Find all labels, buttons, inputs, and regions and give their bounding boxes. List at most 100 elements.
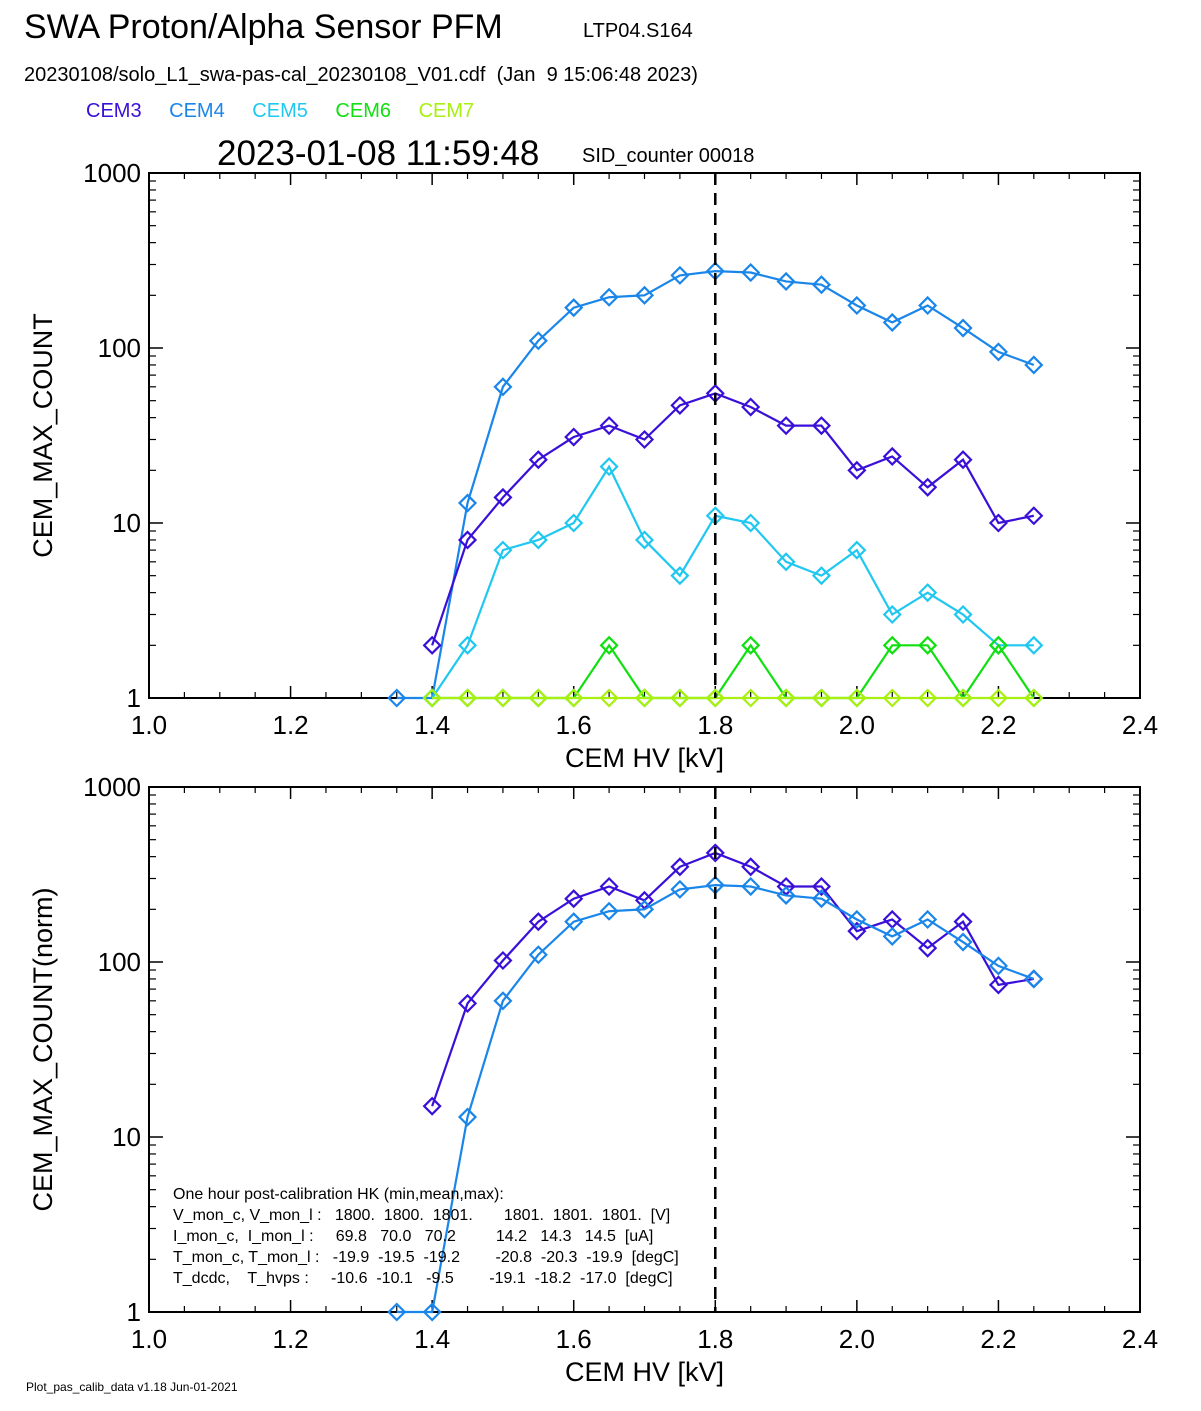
plot1-data-point-cem5 bbox=[811, 566, 832, 586]
source-file-label: 20230108/solo_L1_swa-pas-cal_20230108_V0… bbox=[24, 64, 698, 86]
plot1-series-line-cem6 bbox=[432, 643, 1035, 700]
plot1-data-point-cem5 bbox=[953, 604, 973, 625]
plot1-data-point-cem7 bbox=[457, 688, 478, 708]
plot2-data-point-cem4 bbox=[776, 885, 796, 906]
plot1-data-point-cem4 bbox=[882, 312, 902, 332]
plot1-data-point-cem7 bbox=[918, 688, 938, 708]
plot2-x-tick-label: 1.0 bbox=[131, 1324, 167, 1354]
plot1-data-point-cem3 bbox=[634, 429, 655, 450]
run-tag: LTP04.S164 bbox=[583, 20, 693, 42]
plot1-data-point-cem3 bbox=[776, 416, 796, 436]
legend-item-cem6: CEM6 bbox=[335, 100, 391, 122]
plot1-data-point-cem5 bbox=[528, 530, 548, 550]
plot1-data-point-cem5 bbox=[564, 513, 584, 533]
plot1-data-point-cem4 bbox=[528, 331, 548, 351]
plot1-series-line-cem4 bbox=[396, 270, 1035, 700]
plot1-data-point-cem3 bbox=[564, 427, 584, 447]
plot2-data-point-cem3 bbox=[811, 876, 832, 897]
plot1-x-tick-label: 1.6 bbox=[556, 710, 592, 740]
plot2-data-point-cem3 bbox=[528, 912, 548, 932]
plot1-data-point-cem4 bbox=[811, 275, 832, 295]
plot1-data-point-cem7 bbox=[670, 688, 690, 708]
plot1-y-tick-label: 100 bbox=[98, 333, 141, 363]
plot1-data-point-cem5 bbox=[493, 540, 513, 560]
plot2-data-point-cem3 bbox=[493, 950, 513, 971]
plot2-data-point-cem4 bbox=[918, 909, 938, 930]
plot1-data-point-cem5 bbox=[918, 583, 938, 603]
plot2-hk-annotation-line: I_mon_c, I_mon_l : 69.8 70.0 70.2 14.2 1… bbox=[173, 1228, 653, 1245]
legend: CEM3 CEM4 CEM5 CEM6 CEM7 bbox=[86, 100, 496, 123]
plot1-data-point-cem3 bbox=[422, 635, 442, 655]
plot2-data-point-cem4 bbox=[422, 1302, 442, 1322]
plot1-x-tick-label: 2.0 bbox=[839, 710, 875, 740]
plot1-series-line-cem3 bbox=[431, 392, 1035, 646]
plot1-data-point-cem4 bbox=[741, 262, 761, 283]
plot1-data-point-cem4 bbox=[988, 342, 1008, 362]
plot1-data-point-cem3 bbox=[493, 487, 513, 507]
footer-version: Plot_pas_calib_data v1.18 Jun-01-2021 bbox=[26, 1380, 238, 1394]
plot2-data-point-cem4 bbox=[670, 879, 690, 899]
plot2-data-point-cem4 bbox=[811, 889, 832, 909]
plot1-data-point-cem3 bbox=[670, 395, 690, 415]
plot1-y-axis-label: CEM_MAX_COUNT bbox=[28, 313, 58, 558]
plot2-data-point-cem4 bbox=[493, 991, 513, 1011]
plot1-data-point-cem7 bbox=[564, 688, 584, 708]
plot1-data-point-cem7 bbox=[705, 688, 725, 708]
plot2-data-point-cem4 bbox=[741, 876, 761, 897]
plot1-data-point-cem4 bbox=[776, 271, 796, 292]
plot1-data-point-cem5 bbox=[1024, 635, 1044, 655]
plot2-y-tick-label: 1 bbox=[127, 1297, 141, 1327]
plot2-x-tick-label: 1.2 bbox=[272, 1324, 308, 1354]
plot1-data-point-cem3 bbox=[457, 530, 478, 550]
plot1-y-tick-label: 1 bbox=[127, 683, 141, 713]
plot1-x-tick-label: 1.0 bbox=[131, 710, 167, 740]
plot1-data-point-cem7 bbox=[741, 688, 761, 708]
plot1-x-axis-label: CEM HV [kV] bbox=[565, 743, 724, 773]
plot1-data-point-cem5 bbox=[741, 513, 761, 533]
plot2-data-point-cem3 bbox=[599, 876, 619, 897]
plot1-data-point-cem4 bbox=[847, 295, 867, 316]
plot1-data-point-cem4 bbox=[918, 295, 938, 316]
plot2-x-tick-label: 1.8 bbox=[697, 1324, 733, 1354]
plot1-data-point-cem7 bbox=[634, 688, 655, 708]
plot2-data-point-cem4 bbox=[882, 926, 902, 946]
plot1-data-point-cem7 bbox=[953, 688, 973, 708]
plot1-data-point-cem4 bbox=[564, 298, 584, 318]
legend-item-cem7: CEM7 bbox=[418, 100, 475, 122]
plot1-data-point-cem7 bbox=[776, 688, 796, 708]
plot1-data-point-cem7 bbox=[811, 688, 832, 708]
plot2-data-point-cem3 bbox=[988, 975, 1008, 995]
plot1-data-point-cem6 bbox=[741, 635, 761, 655]
plot2-data-point-cem4 bbox=[847, 909, 867, 930]
plot2-data-point-cem4 bbox=[988, 956, 1008, 976]
plot1-data-point-cem6 bbox=[882, 635, 902, 655]
plot2-data-point-cem4 bbox=[599, 901, 619, 921]
plot2-x-tick-label: 2.0 bbox=[839, 1324, 875, 1354]
plot2-hk-annotation-line: T_dcdc, T_hvps : -10.6 -10.1 -9.5 -19.1 … bbox=[173, 1270, 673, 1287]
plot1-data-point-cem5 bbox=[457, 635, 478, 655]
plot2-data-point-cem3 bbox=[457, 993, 478, 1013]
plot2-x-tick-label: 2.2 bbox=[980, 1324, 1016, 1354]
plot2-hk-annotation-line: V_mon_c, V_mon_l : 1800. 1800. 1801. 180… bbox=[173, 1207, 670, 1224]
plot1-x-tick-label: 1.4 bbox=[414, 710, 450, 740]
plot1-data-point-cem7 bbox=[422, 688, 442, 708]
plot2-data-point-cem3 bbox=[670, 857, 690, 877]
plot2-data-point-cem3 bbox=[918, 938, 938, 958]
plot1-data-point-cem7 bbox=[493, 688, 513, 708]
plot1-data-point-cem4 bbox=[1024, 355, 1044, 375]
plot1-data-point-cem3 bbox=[953, 450, 973, 470]
plot2-series-line-cem3 bbox=[431, 851, 1035, 1107]
plot1-data-point-cem5 bbox=[776, 552, 796, 572]
plot2-data-point-cem4 bbox=[457, 1107, 478, 1127]
plot2-x-tick-label: 1.6 bbox=[556, 1324, 592, 1354]
plot2-data-point-cem3 bbox=[422, 1096, 442, 1116]
plot2-data-point-cem3 bbox=[953, 912, 973, 932]
plot1-data-point-cem7 bbox=[528, 688, 548, 708]
plot1-data-point-cem4 bbox=[953, 318, 973, 338]
plot1-data-point-cem3 bbox=[741, 397, 761, 417]
plot2-y-tick-label: 1000 bbox=[83, 772, 141, 802]
plot1-data-point-cem7 bbox=[847, 688, 867, 708]
plot1-y-tick-label: 10 bbox=[112, 508, 141, 538]
plot1-data-point-cem6 bbox=[599, 635, 619, 655]
